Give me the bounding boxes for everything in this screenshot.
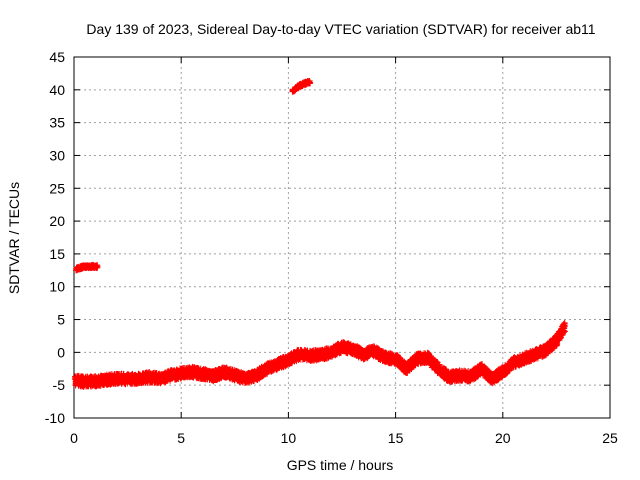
y-tick-label: 10	[49, 279, 65, 295]
axis-ticks: 0 5 10 15 20 25 -10 -5 0 5 10 15 20 25 30 35 40 45	[45, 49, 618, 446]
data-points	[71, 77, 568, 390]
y-tick-label: 0	[57, 344, 65, 360]
plot-frame	[73, 56, 611, 419]
y-tick-label: 20	[49, 213, 65, 229]
y-tick-label: 15	[49, 246, 65, 262]
y-tick-label: 30	[49, 147, 65, 163]
x-tick-label: 25	[602, 430, 618, 446]
chart-title: Day 139 of 2023, Sidereal Day-to-day VTE…	[86, 21, 595, 37]
y-tick-label: 35	[49, 115, 65, 131]
x-tick-label: 0	[70, 430, 78, 446]
y-tick-label: -10	[45, 410, 65, 426]
y-tick-label: 25	[49, 180, 65, 196]
x-tick-label: 20	[495, 430, 511, 446]
x-tick-label: 15	[388, 430, 404, 446]
y-tick-label: 40	[49, 82, 65, 98]
y-tick-label: 5	[57, 312, 65, 328]
y-axis-label: SDTVAR / TECUs	[6, 182, 22, 294]
y-tick-label: -5	[53, 377, 66, 393]
x-tick-label: 5	[177, 430, 185, 446]
y-tick-label: 45	[49, 49, 65, 65]
grid-lines	[74, 57, 610, 418]
x-axis-label: GPS time / hours	[287, 457, 394, 473]
x-tick-label: 10	[281, 430, 297, 446]
